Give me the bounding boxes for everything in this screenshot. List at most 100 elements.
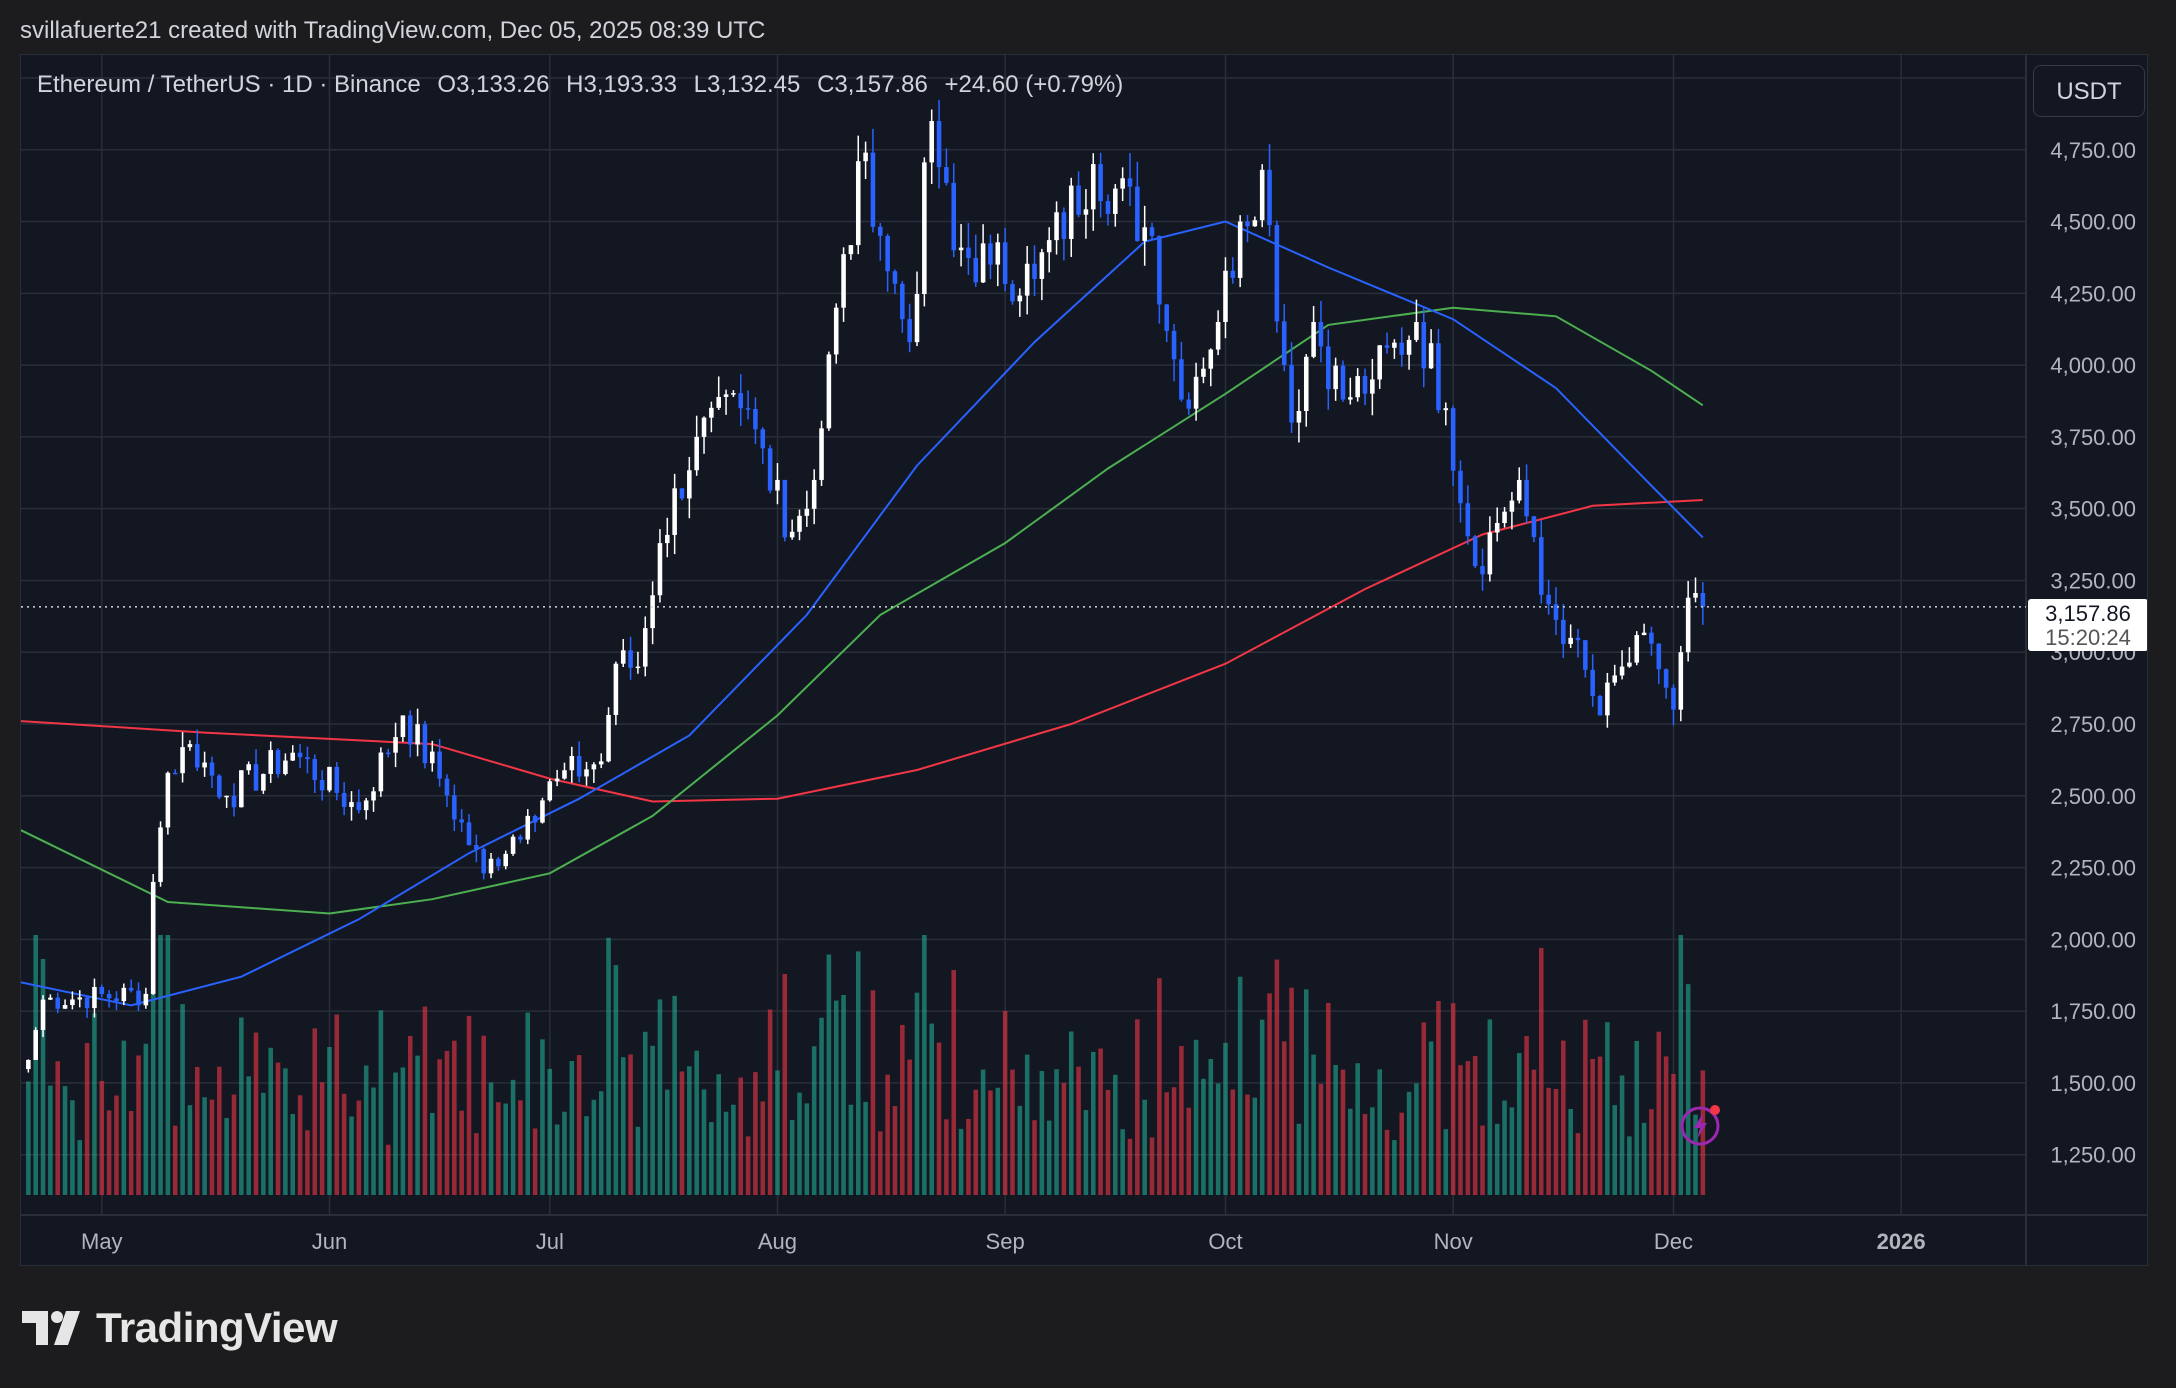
candle-body bbox=[128, 987, 134, 991]
time-axis-label: Dec bbox=[1654, 1229, 1693, 1254]
candle-body bbox=[738, 393, 744, 409]
volume-bar bbox=[562, 1111, 567, 1195]
lightning-alert-icon[interactable] bbox=[1678, 1100, 1726, 1148]
candle-body bbox=[261, 773, 266, 791]
candle-body bbox=[892, 271, 898, 284]
volume-bar bbox=[723, 1111, 729, 1195]
volume-bar bbox=[349, 1116, 354, 1195]
candle-body bbox=[239, 770, 244, 808]
volume-bar bbox=[172, 1125, 178, 1195]
candle-body bbox=[1634, 635, 1640, 663]
volume-bar bbox=[1605, 1022, 1610, 1195]
time-axis-label: Sep bbox=[986, 1229, 1025, 1254]
volume-bar bbox=[1377, 1069, 1382, 1195]
volume-bar bbox=[128, 1111, 134, 1195]
candle-body bbox=[635, 666, 641, 669]
volume-bar bbox=[1127, 1138, 1133, 1195]
candle-body bbox=[819, 428, 824, 480]
volume-bar bbox=[1472, 1055, 1478, 1195]
currency-button[interactable]: USDT bbox=[2033, 65, 2145, 117]
volume-bar bbox=[48, 1085, 53, 1195]
volume-bar bbox=[415, 1055, 420, 1195]
volume-bar bbox=[995, 1087, 1001, 1195]
volume-bar bbox=[1017, 1105, 1023, 1195]
volume-bar bbox=[547, 1068, 553, 1195]
volume-bar bbox=[731, 1104, 736, 1195]
candle-body bbox=[1098, 164, 1103, 202]
volume-bar bbox=[650, 1045, 655, 1195]
volume-bar bbox=[584, 1116, 589, 1195]
volume-bar bbox=[936, 1042, 942, 1195]
volume-bar bbox=[613, 965, 619, 1195]
candle-body bbox=[1590, 669, 1595, 697]
candle-body bbox=[1553, 604, 1559, 620]
brand-name: TradingView bbox=[96, 1304, 338, 1351]
volume-bar bbox=[474, 1133, 479, 1195]
candle-body bbox=[518, 836, 523, 840]
candle-body bbox=[268, 750, 273, 774]
candle-body bbox=[951, 182, 957, 251]
candle-body bbox=[496, 858, 501, 867]
price-axis-label: 2,750.00 bbox=[2050, 712, 2136, 737]
volume-bar bbox=[1671, 1073, 1676, 1195]
candle-body bbox=[1237, 221, 1243, 278]
volume-bar bbox=[1303, 989, 1309, 1195]
candle-body bbox=[26, 1059, 31, 1070]
price-axis-label: 3,750.00 bbox=[2050, 425, 2136, 450]
volume-bar bbox=[1311, 1054, 1316, 1195]
volume-bar bbox=[635, 1126, 641, 1195]
volume-bar bbox=[55, 1061, 60, 1195]
candle-body bbox=[1583, 640, 1588, 670]
volume-bar bbox=[782, 974, 788, 1195]
volume-bar bbox=[1656, 1031, 1662, 1195]
candle-body bbox=[907, 319, 912, 343]
candle-body bbox=[1370, 379, 1375, 394]
price-chart[interactable]: 1,250.00 1,500.00 1,750.00 2,000.00 2,250.00… bbox=[21, 55, 2148, 1266]
candle-body bbox=[1083, 209, 1089, 215]
candle-body bbox=[723, 394, 729, 397]
volume-bar bbox=[40, 958, 46, 1195]
volume-bar bbox=[1289, 987, 1294, 1195]
candle-body bbox=[194, 744, 200, 768]
volume-bar bbox=[202, 1097, 207, 1195]
volume-bar bbox=[1171, 1087, 1177, 1195]
volume-bar bbox=[99, 1080, 105, 1195]
volume-bar bbox=[1054, 1069, 1059, 1195]
candle-body bbox=[334, 766, 340, 793]
candle-body bbox=[657, 543, 663, 596]
attribution-text: svillafuerte21 created with TradingView.… bbox=[20, 17, 766, 44]
volume-bar bbox=[1113, 1074, 1118, 1195]
volume-bar bbox=[1561, 1040, 1566, 1195]
volume-bar bbox=[1465, 1061, 1471, 1195]
volume-bar bbox=[709, 1122, 714, 1195]
volume-bar bbox=[1105, 1089, 1111, 1195]
candle-body bbox=[209, 762, 215, 776]
volume-bar bbox=[679, 1071, 685, 1195]
volume-bar bbox=[1215, 1083, 1221, 1195]
volume-bar bbox=[1634, 1040, 1640, 1195]
candle-body bbox=[106, 994, 112, 999]
tradingview-logo: TradingView bbox=[22, 1300, 338, 1356]
volume-bar bbox=[1120, 1129, 1125, 1195]
time-axis-label: May bbox=[81, 1229, 123, 1254]
volume-bar bbox=[1032, 1120, 1037, 1195]
candle-body bbox=[525, 815, 531, 840]
volume-bar bbox=[466, 1015, 472, 1195]
candle-body bbox=[650, 595, 655, 629]
ma-green-line bbox=[21, 306, 1704, 915]
volume-bar bbox=[841, 995, 846, 1195]
volume-bar bbox=[1414, 1083, 1419, 1195]
candle-body bbox=[980, 243, 986, 283]
volume-bar bbox=[826, 954, 832, 1195]
candle-body bbox=[1656, 643, 1662, 670]
volume-bar bbox=[1348, 1108, 1353, 1195]
volume-bar bbox=[1046, 1120, 1052, 1195]
volume-bar bbox=[459, 1110, 464, 1195]
candle-body bbox=[1392, 342, 1397, 348]
chart-frame[interactable]: 1,250.00 1,500.00 1,750.00 2,000.00 2,250.00… bbox=[20, 54, 2148, 1266]
last-price-tag: 3,157.86 15:20:24 bbox=[2028, 598, 2147, 651]
candle-body bbox=[503, 853, 509, 867]
candle-body bbox=[1649, 632, 1654, 644]
candle-body bbox=[1575, 637, 1581, 641]
volume-bar bbox=[1663, 1056, 1669, 1195]
